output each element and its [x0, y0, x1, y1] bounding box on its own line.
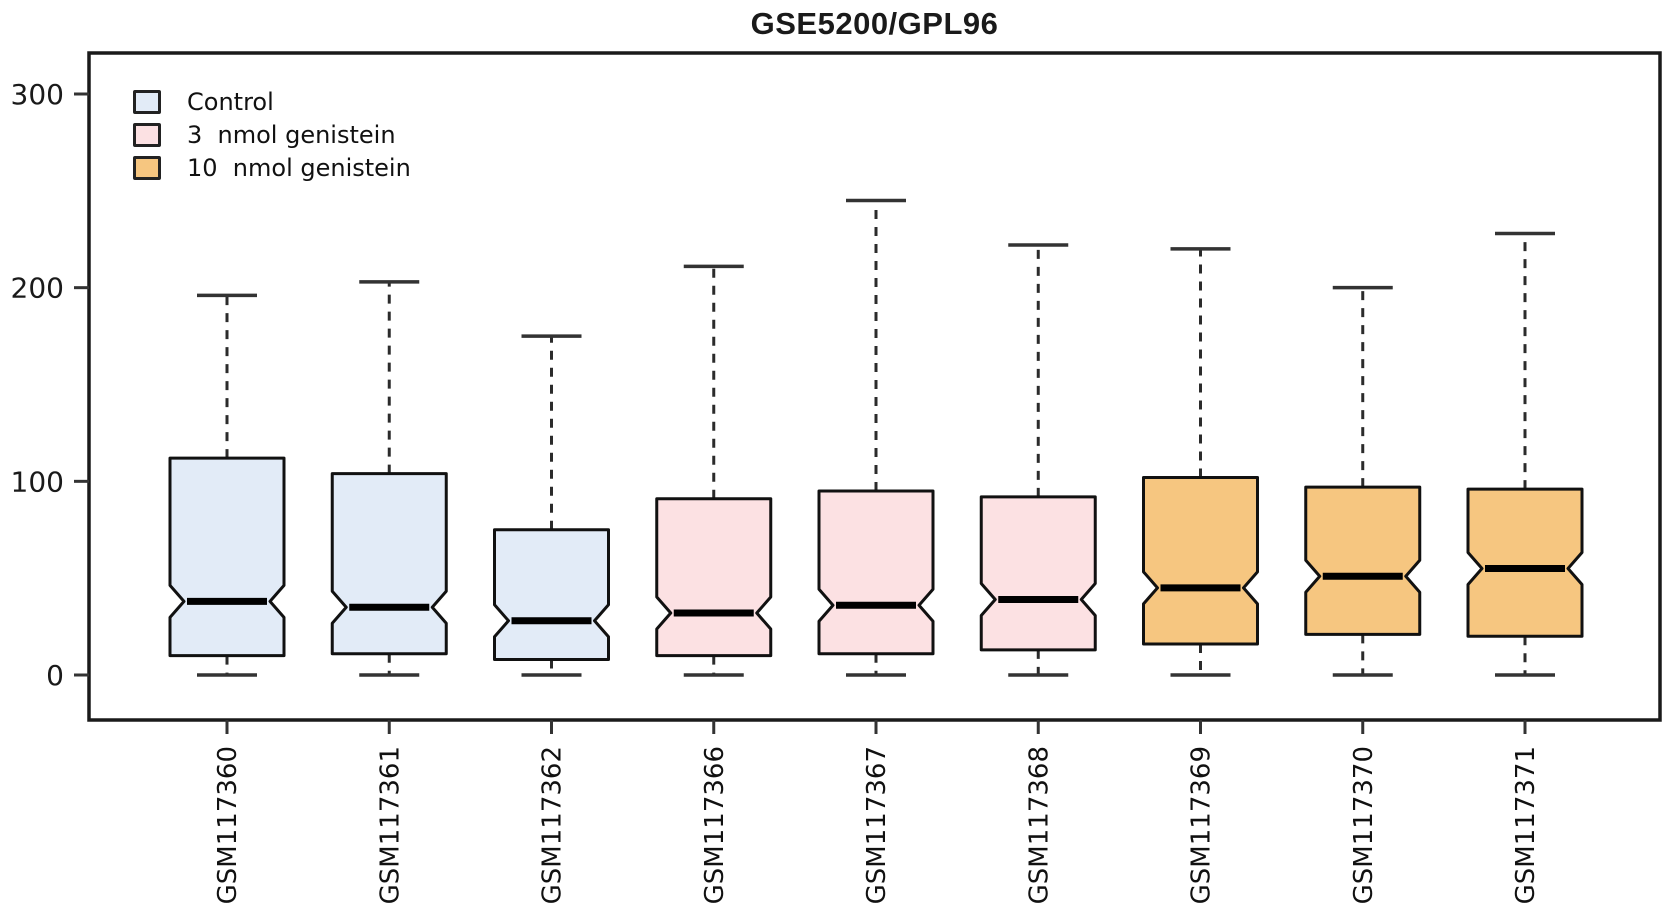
legend-swatch-control-icon [133, 90, 161, 114]
legend-label-control: Control [187, 88, 274, 116]
y-axis-tick-label: 200 [11, 272, 64, 305]
x-axis-label-GSM117369: GSM117369 [1187, 746, 1217, 904]
x-axis-label-GSM117371: GSM117371 [1511, 746, 1541, 904]
legend-label-3nmol: 3 nmol genistein [187, 121, 396, 149]
box-GSM117367 [817, 489, 935, 656]
legend-item-3nmol-genistein: 3 nmol genistein [133, 123, 411, 147]
legend-label-10nmol: 10 nmol genistein [187, 154, 411, 182]
legend-item-10nmol-genistein: 10 nmol genistein [133, 156, 411, 180]
box-GSM117369 [1142, 475, 1259, 646]
x-axis-label-GSM117361: GSM117361 [375, 746, 405, 904]
x-axis-label-GSM117368: GSM117368 [1024, 746, 1054, 904]
box-GSM117362 [493, 528, 610, 662]
legend-swatch-3nmol-icon [133, 123, 161, 147]
y-axis-tick-label: 300 [11, 78, 64, 111]
box-GSM117366 [655, 497, 773, 658]
box-GSM117360 [168, 456, 286, 658]
x-axis-label-GSM117367: GSM117367 [862, 746, 892, 904]
x-axis-label-GSM117366: GSM117366 [700, 746, 730, 904]
chart-title: GSE5200/GPL96 [750, 6, 999, 41]
box-GSM117370 [1304, 485, 1422, 636]
x-axis-label-GSM117362: GSM117362 [538, 746, 568, 904]
box-GSM117368 [979, 495, 1097, 652]
box-GSM117371 [1466, 487, 1584, 638]
x-axis-label-GSM117360: GSM117360 [213, 746, 243, 904]
legend-swatch-10nmol-icon [133, 156, 161, 180]
x-axis-label-GSM117370: GSM117370 [1349, 746, 1379, 904]
y-axis-tick-label: 0 [46, 659, 64, 692]
y-axis-tick-label: 100 [11, 465, 64, 498]
legend-item-control: Control [133, 90, 411, 114]
box-GSM117361 [330, 472, 448, 656]
legend: Control 3 nmol genistein 10 nmol geniste… [133, 90, 411, 180]
